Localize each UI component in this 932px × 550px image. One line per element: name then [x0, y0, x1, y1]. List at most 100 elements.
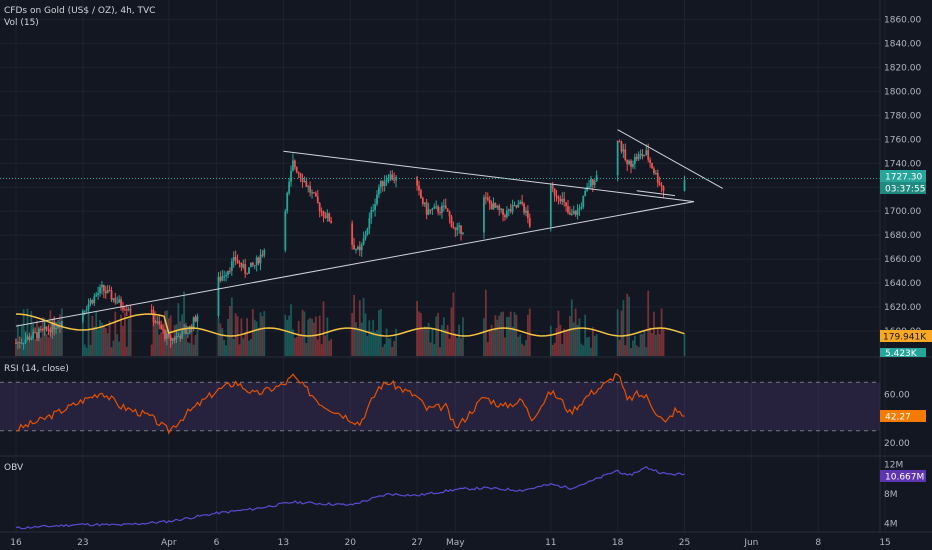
volume-bar: [307, 319, 310, 356]
volume-bar: [421, 327, 424, 356]
candle-body: [250, 262, 252, 268]
volume-bar: [662, 328, 665, 356]
candle-body: [622, 149, 625, 152]
volume-bar: [55, 321, 58, 356]
candle-body: [221, 276, 224, 281]
price-tick-label: 1740.00: [884, 159, 921, 169]
wedge-lower-trendline[interactable]: [636, 190, 676, 197]
triangle-lower-trendline[interactable]: [15, 201, 695, 327]
volume-bar: [580, 343, 583, 356]
volume-bar: [284, 314, 287, 356]
candle-body: [240, 263, 243, 268]
candle-body: [45, 326, 48, 330]
candle-body: [555, 195, 558, 197]
candle-body: [549, 185, 552, 227]
candle-body: [356, 246, 359, 250]
volume-bar: [439, 347, 441, 356]
candle-body: [563, 198, 566, 203]
volume-badge: 5.423K: [880, 348, 926, 359]
volume-bar: [383, 344, 386, 356]
candle-body: [307, 186, 310, 188]
volume-bar: [641, 334, 644, 356]
candle-body: [259, 254, 262, 264]
price-tick-label: 1840.00: [884, 39, 921, 49]
rsi-scale[interactable]: 20.00 60.00: [884, 390, 910, 449]
volume-bar: [85, 347, 88, 356]
candle-body: [158, 321, 161, 325]
volume-bar: [582, 345, 585, 356]
volume-bar: [624, 345, 627, 356]
candle-body: [34, 332, 36, 334]
candle-body: [460, 225, 462, 234]
volume-bar: [379, 309, 382, 356]
price-tick-label: 1680.00: [884, 231, 921, 241]
obv-scale[interactable]: 4M 8M 12M: [884, 460, 903, 529]
volume-bar: [38, 328, 40, 356]
volume-bar: [441, 325, 443, 356]
candle-body: [383, 182, 386, 187]
candle-body: [653, 168, 655, 174]
volume-bar: [456, 337, 459, 356]
candle-body: [328, 213, 331, 222]
candle-body: [528, 218, 531, 227]
candle-body: [41, 329, 44, 331]
candle-body: [120, 299, 122, 307]
candle-body: [179, 335, 182, 339]
candle-body: [437, 206, 440, 213]
volume-bar: [370, 331, 373, 356]
candle-body: [110, 290, 113, 300]
volume-bar: [353, 294, 355, 356]
candle-body: [238, 262, 241, 264]
candle-body: [618, 140, 621, 142]
candle-body: [418, 185, 420, 191]
volume-bar: [127, 318, 130, 356]
volume-bar: [59, 314, 61, 356]
volume-bar: [590, 347, 592, 356]
candle-body: [353, 244, 355, 250]
candle-body: [431, 208, 434, 210]
volume-bar: [595, 334, 598, 356]
volume-bar: [316, 339, 319, 356]
rsi-badge: 42.27: [880, 410, 926, 423]
candle-body: [645, 150, 648, 155]
candle-body: [194, 317, 197, 322]
volume-bar: [293, 337, 296, 356]
candle-body: [114, 298, 117, 303]
triangle-upper-trendline[interactable]: [283, 150, 695, 203]
candle-body: [196, 315, 199, 322]
countdown-badge: 03:37:55: [880, 182, 926, 195]
candle-body: [511, 205, 514, 212]
candle-body: [30, 337, 33, 340]
time-tick-label: 23: [77, 538, 88, 548]
volume-bar: [219, 323, 222, 356]
candle-body: [492, 203, 495, 210]
candle-body: [639, 154, 642, 156]
volume-ma-value: 179.941K: [883, 333, 927, 343]
volume-bar: [572, 322, 575, 356]
volume-bar: [238, 344, 241, 356]
candle-body: [498, 205, 501, 210]
candle-body: [462, 232, 464, 234]
volume-bar: [242, 338, 245, 356]
volume-bar: [87, 310, 90, 356]
volume-bar: [106, 333, 109, 356]
candle-body: [32, 332, 35, 338]
volume-bar: [593, 336, 596, 356]
time-scale[interactable]: 16 23 Apr 6 13 20 27 May 11 18 25 Jun 8 15: [10, 538, 891, 548]
volume-bar: [196, 329, 199, 356]
candle-body: [125, 309, 128, 311]
volume-bar: [187, 342, 189, 356]
volume-bar: [234, 313, 237, 356]
volume-bar: [45, 333, 48, 356]
volume-bar: [626, 293, 629, 356]
candle-body: [297, 172, 300, 174]
candle-body: [425, 202, 428, 215]
candle-body: [647, 150, 650, 160]
candle-body: [429, 209, 432, 211]
candle-body: [551, 185, 554, 189]
volume-bar: [225, 345, 227, 356]
volume-bar: [389, 338, 392, 356]
time-tick-label: 25: [679, 538, 690, 548]
candle-body: [391, 174, 394, 180]
